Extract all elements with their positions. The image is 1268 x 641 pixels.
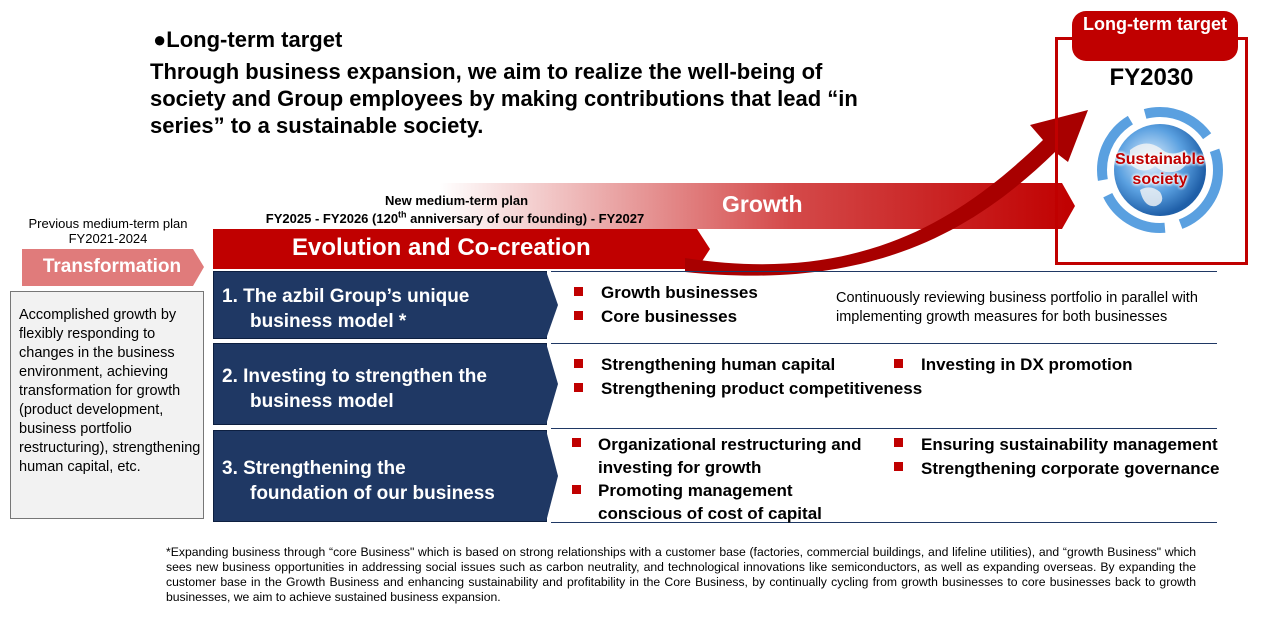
- divider: [551, 428, 1217, 429]
- list-item: Investing in DX promotion: [921, 355, 1133, 374]
- list-item: Strengthening product competitiveness: [601, 379, 923, 398]
- previous-plan-summary: Accomplished growth by flexibly respondi…: [10, 291, 204, 519]
- divider: [551, 522, 1217, 523]
- pillar-1-box: 1. The azbil Group’s unique business mod…: [213, 271, 547, 339]
- vision-statement: Through business expansion, we aim to re…: [150, 59, 858, 138]
- list-item: Ensuring sustainability management: [921, 435, 1218, 454]
- bullet-icon: [894, 438, 903, 447]
- footnote: *Expanding business through “core Busine…: [166, 545, 1196, 604]
- bullet-icon: [894, 359, 903, 368]
- list-item: Promoting management conscious of cost o…: [598, 481, 822, 523]
- evolution-arrow-bar: [213, 229, 710, 269]
- list-item: Organizational restructuring and investi…: [598, 435, 862, 477]
- list-item: Growth businesses: [601, 283, 758, 302]
- growth-arrow-bar: [440, 183, 1075, 229]
- long-term-target-badge: Long-term target: [1072, 11, 1238, 61]
- bullet-icon: [574, 311, 583, 320]
- big-growth-arrow: [685, 110, 1088, 276]
- bullet-icon: [572, 485, 581, 494]
- previous-plan-title: Previous medium-term plan FY2021-2024: [28, 216, 188, 246]
- bullet-icon: [574, 287, 583, 296]
- bullet-icon: [574, 383, 583, 392]
- divider: [551, 271, 1217, 272]
- evolution-label: Evolution and Co-creation: [292, 234, 591, 261]
- pillar-1-note: Continuously reviewing business portfoli…: [836, 290, 1198, 325]
- section-heading: ●Long-term target: [153, 27, 343, 52]
- pillar-1-tip: [546, 271, 558, 339]
- transformation-arrow: [22, 249, 204, 286]
- list-item: Strengthening human capital: [601, 355, 836, 374]
- pillar-3-tip: [546, 430, 558, 522]
- globe-icon: [1097, 107, 1223, 233]
- pillar-3-box: 3. Strengthening the foundation of our b…: [213, 430, 547, 522]
- new-plan-title: New medium-term plan FY2025 - FY2026 (12…: [265, 193, 645, 227]
- bullet-icon: [894, 462, 903, 471]
- target-year: FY2030: [1109, 64, 1194, 91]
- globe-label: Sustainable society: [1115, 151, 1205, 188]
- list-item: Strengthening corporate governance: [921, 459, 1220, 478]
- pillar-2-tip: [546, 343, 558, 425]
- list-item: Core businesses: [601, 307, 738, 326]
- growth-label: Growth: [722, 191, 803, 217]
- bullet-icon: [572, 438, 581, 447]
- divider: [551, 343, 1217, 344]
- bullet-icon: [574, 359, 583, 368]
- transformation-label: Transformation: [42, 256, 182, 277]
- pillar-2-box: 2. Investing to strengthen the business …: [213, 343, 547, 425]
